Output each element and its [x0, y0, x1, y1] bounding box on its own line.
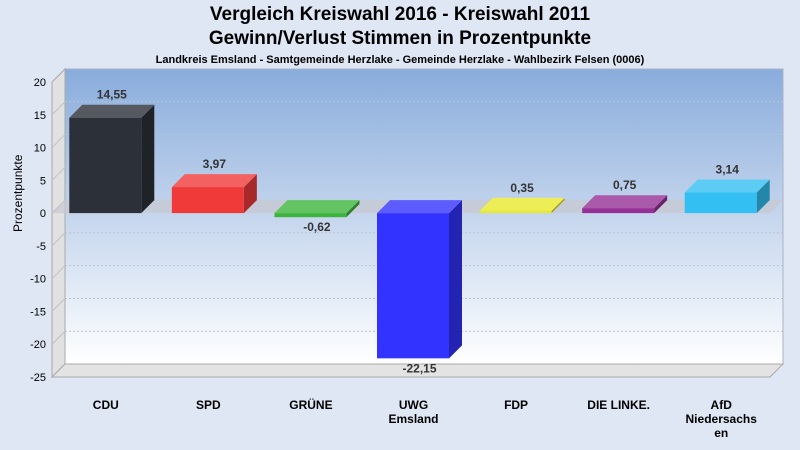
bar: [171, 174, 257, 214]
gridline-side: [51, 134, 66, 148]
bar-side: [756, 179, 770, 214]
y-tick-label: 0: [40, 208, 46, 220]
bar-top: [377, 200, 462, 214]
gridline-side: [51, 232, 66, 247]
y-tick-label: 5: [40, 175, 46, 187]
x-tick-label: SPD: [196, 398, 221, 412]
bar-side: [243, 174, 257, 214]
bar-front: [377, 213, 449, 359]
bar-top: [479, 197, 565, 211]
y-tick-label: -15: [30, 306, 46, 318]
bar-top: [684, 179, 770, 193]
gridline-side: [51, 265, 66, 280]
data-label: 3,97: [203, 157, 227, 171]
x-tick-label: GRÜNE: [289, 397, 332, 412]
plot-side-wall: [51, 67, 66, 379]
bar: [479, 197, 565, 214]
bar-top: [582, 195, 668, 209]
bar-front: [684, 192, 757, 214]
data-label: -22,15: [402, 361, 436, 375]
y-tick-label: 10: [34, 143, 46, 155]
bar-side: [551, 197, 565, 214]
y-tick-label: 15: [34, 110, 46, 122]
y-tick-label: 20: [34, 77, 46, 89]
x-tick-label: FDP: [504, 398, 528, 412]
y-axis-label: Prozentpunkte: [11, 154, 25, 232]
bar-side: [141, 104, 155, 214]
bar-side: [346, 200, 360, 218]
gridline-side: [51, 330, 66, 345]
x-tick-label: AfD Niedersachs en: [686, 398, 758, 440]
gridline-side: [51, 166, 66, 181]
x-tick-label: UWG Emsland: [388, 398, 438, 426]
y-tick-label: -10: [30, 274, 46, 286]
chart-subtitle: Landkreis Emsland - Samtgemeinde Herzlak…: [155, 54, 645, 66]
bar: [377, 200, 462, 359]
bar-front: [69, 117, 142, 214]
data-label: 0,35: [510, 181, 534, 195]
data-label: -0,62: [303, 220, 331, 234]
bar-side: [654, 195, 668, 214]
bar-top: [69, 104, 155, 118]
bar: [684, 179, 770, 214]
bar-side: [449, 200, 462, 359]
bar-top: [171, 174, 257, 188]
y-tick-label: -5: [36, 241, 46, 253]
y-tick-label: -25: [30, 372, 46, 384]
chart-title-line2: Gewinn/Verlust Stimmen in Prozentpunkte: [208, 28, 592, 49]
bar-front: [274, 213, 347, 218]
bar: [69, 104, 155, 214]
bar: [582, 195, 668, 214]
gridline-side: [51, 298, 66, 312]
data-label: 0,75: [613, 178, 637, 192]
bar-front: [582, 208, 655, 214]
gridline-side: [51, 101, 66, 116]
bar-front: [171, 187, 244, 214]
x-tick-label: CDU: [93, 398, 119, 412]
data-label: 14,55: [97, 88, 127, 102]
plot-floor: [50, 363, 785, 378]
data-label: 3,14: [716, 163, 740, 177]
y-tick-label: -20: [30, 339, 46, 351]
bar: [274, 200, 360, 218]
chart-title: Vergleich Kreiswahl 2016 - Kreiswahl 201…: [209, 4, 591, 25]
bar-top: [274, 200, 360, 214]
x-tick-label: DIE LINKE.: [587, 398, 650, 412]
bar-front: [479, 210, 552, 214]
